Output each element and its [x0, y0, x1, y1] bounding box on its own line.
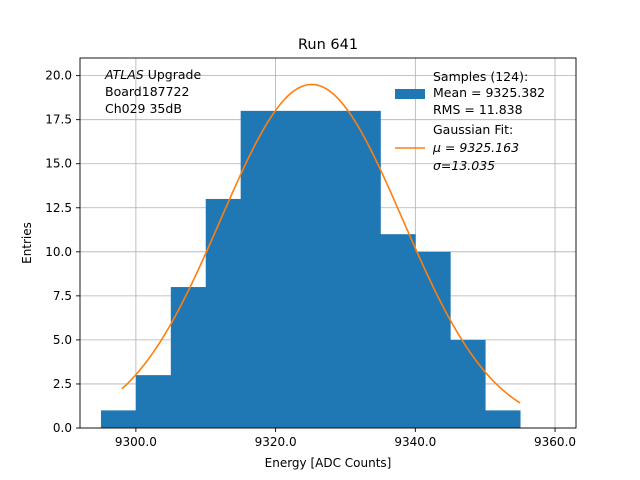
- annotation-experiment-line: ATLAS Upgrade: [104, 67, 201, 82]
- histogram-bar: [380, 234, 416, 428]
- axes-frame: [79, 57, 577, 429]
- legend: Samples (124): Mean = 9325.382 RMS = 11.…: [395, 69, 545, 173]
- x-tick-label: 9360.0: [534, 435, 576, 449]
- histogram-bar: [345, 110, 381, 428]
- histogram-bar: [240, 110, 277, 428]
- y-tick-label: 20.0: [45, 69, 72, 83]
- annotation-experiment: ATLAS: [104, 67, 144, 82]
- x-tick-label: 9320.0: [255, 435, 297, 449]
- legend-samples-mean: Mean = 9325.382: [433, 85, 545, 100]
- histogram-bar: [205, 198, 242, 428]
- y-tick-label: 5.0: [53, 333, 72, 347]
- legend-fit-sigma: σ=13.035: [433, 158, 495, 173]
- histogram-bar: [100, 410, 137, 428]
- legend-samples-swatch: [395, 89, 425, 99]
- run-annotation: ATLAS Upgrade Board187722 Ch029 35dB: [104, 67, 201, 116]
- histogram-bar: [485, 410, 521, 428]
- y-axis-label: Entries: [20, 222, 34, 264]
- x-axis-label: Energy [ADC Counts]: [265, 456, 392, 470]
- y-tick-label: 17.5: [45, 113, 72, 127]
- y-tick-label: 0.0: [53, 421, 72, 435]
- annotation-board: Board187722: [105, 84, 189, 99]
- histogram-bars: [100, 110, 521, 428]
- legend-samples-title: Samples (124):: [433, 69, 528, 84]
- legend-fit-mu: μ = 9325.163: [432, 140, 519, 155]
- x-tick-label: 9340.0: [394, 435, 436, 449]
- histogram-bar: [170, 287, 207, 428]
- x-axis-ticks: 9300.0 9320.0 9340.0 9360.0: [115, 428, 576, 449]
- histogram-bar: [275, 110, 311, 428]
- y-tick-label: 7.5: [53, 289, 72, 303]
- histogram-bar: [415, 251, 451, 428]
- chart-title: Run 641: [298, 37, 358, 53]
- annotation-channel: Ch029 35dB: [105, 101, 182, 116]
- gaussian-fit-curve: [121, 83, 521, 404]
- legend-fit-title: Gaussian Fit:: [433, 122, 513, 137]
- histogram-bar: [135, 375, 172, 428]
- annotation-experiment-suffix: Upgrade: [144, 67, 202, 82]
- y-axis-ticks: 0.0 2.5 5.0 7.5 10.0 12.5 15.0 17.5 20.0: [45, 69, 80, 435]
- histogram-bar: [450, 339, 486, 428]
- y-tick-label: 2.5: [53, 377, 72, 391]
- x-tick-label: 9300.0: [115, 435, 157, 449]
- y-tick-label: 12.5: [45, 201, 72, 215]
- legend-samples-rms: RMS = 11.838: [433, 102, 523, 117]
- y-tick-label: 10.0: [45, 245, 72, 259]
- histogram-bar: [310, 110, 346, 428]
- y-tick-label: 15.0: [45, 157, 72, 171]
